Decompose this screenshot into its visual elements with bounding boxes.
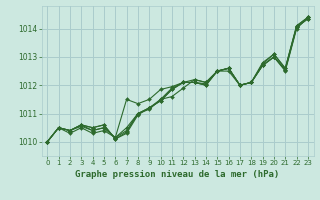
X-axis label: Graphe pression niveau de la mer (hPa): Graphe pression niveau de la mer (hPa) bbox=[76, 170, 280, 179]
